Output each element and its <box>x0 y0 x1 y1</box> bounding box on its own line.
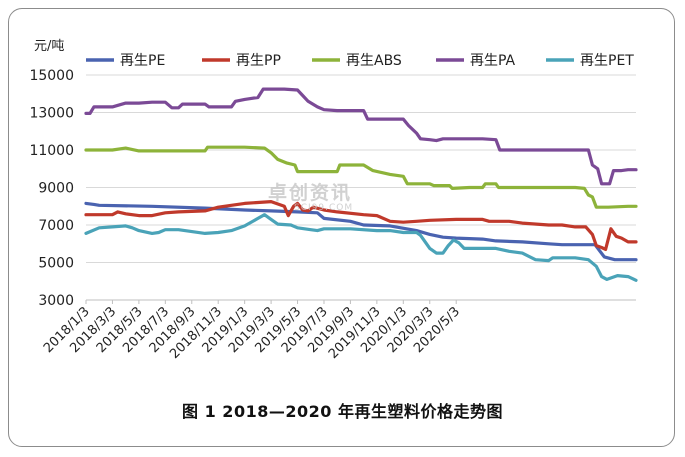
y-tick-label: 5000 <box>38 256 74 272</box>
x-tick-labels: 2018/1/32018/3/32018/5/32018/7/32018/9/3… <box>41 304 463 362</box>
y-tick-label: 9000 <box>38 181 74 197</box>
y-tick-label: 3000 <box>38 293 74 309</box>
series-lines <box>84 87 638 282</box>
y-tick-label: 11000 <box>29 143 74 159</box>
legend-label: 再生PA <box>470 53 516 69</box>
series-line-再生PA <box>84 87 638 186</box>
y-tick-label: 15000 <box>29 68 74 84</box>
watermark-text: 卓创资讯 <box>268 182 353 204</box>
series-line-再生ABS <box>84 145 638 209</box>
y-tick-labels: 3000 5000 7000 9000 11000 13000 15000 <box>29 68 74 309</box>
y-axis-label: 元/吨 <box>34 39 64 54</box>
axes <box>85 299 636 304</box>
y-tick-label: 7000 <box>38 218 74 234</box>
legend-label: 再生PE <box>120 53 165 69</box>
series-line-再生PET <box>84 213 638 282</box>
legend-label: 再生PP <box>236 53 281 69</box>
series-line-再生PE <box>84 201 638 262</box>
legend: 再生PE 再生PP 再生ABS 再生PA 再生PET <box>86 53 634 69</box>
y-tick-label: 13000 <box>29 106 74 122</box>
watermark-subtext: SCI99.COM <box>294 203 354 213</box>
figure-caption: 图 1 2018—2020 年再生塑料价格走势图 <box>182 402 503 421</box>
legend-label: 再生PET <box>580 53 634 69</box>
series-line-再生PP <box>84 200 638 251</box>
watermark: 卓创资讯 SCI99.COM <box>268 178 353 213</box>
legend-label: 再生ABS <box>346 53 402 69</box>
